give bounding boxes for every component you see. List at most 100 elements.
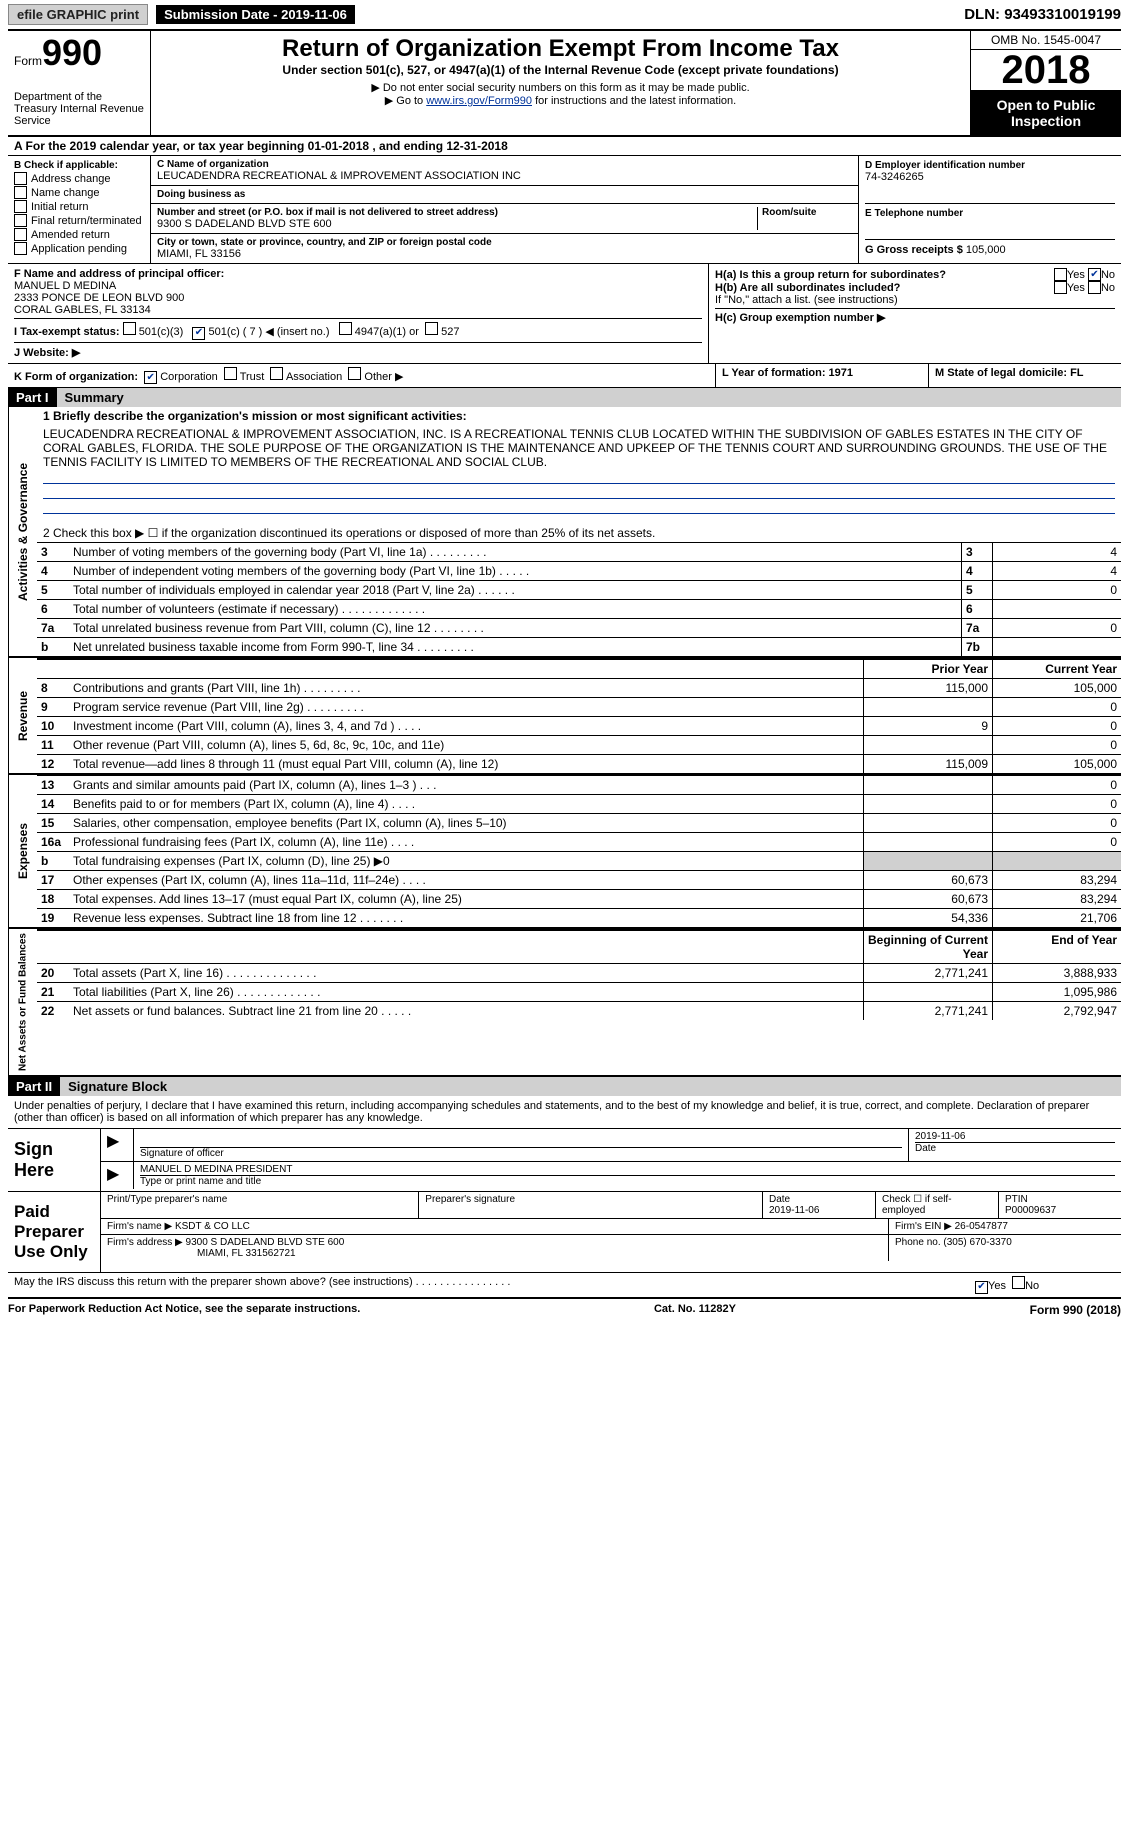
form-number: 990: [42, 32, 102, 73]
city-value: MIAMI, FL 33156: [157, 248, 852, 260]
checkbox-4947[interactable]: [339, 322, 352, 335]
checkbox-ha-no[interactable]: [1088, 268, 1101, 281]
perjury-text: Under penalties of perjury, I declare th…: [8, 1096, 1121, 1129]
checkbox-527[interactable]: [425, 322, 438, 335]
box-hc-label: H(c) Group exemption number ▶: [715, 312, 885, 324]
part-i-title: Summary: [57, 388, 1121, 407]
note-ssn: ▶ Do not enter social security numbers o…: [159, 81, 962, 94]
checkbox-ha-yes[interactable]: [1054, 268, 1067, 281]
line-a: A For the 2019 calendar year, or tax yea…: [8, 137, 1121, 156]
box-c-name-label: C Name of organization: [157, 159, 852, 170]
sig-officer-label: Signature of officer: [140, 1148, 902, 1159]
form-subtitle: Under section 501(c), 527, or 4947(a)(1)…: [159, 63, 962, 77]
preparer-date: Date 2019-11-06: [763, 1192, 876, 1218]
goto-suffix: for instructions and the latest informat…: [535, 95, 736, 107]
org-name: LEUCADENDRA RECREATIONAL & IMPROVEMENT A…: [157, 170, 852, 182]
officer-addr1: 2333 PONCE DE LEON BLVD 900: [14, 292, 184, 304]
box-f-label: F Name and address of principal officer:: [14, 268, 224, 280]
dept-treasury: Department of the Treasury Internal Reve…: [14, 91, 144, 127]
checkbox-corp[interactable]: [144, 371, 157, 384]
checkbox-other[interactable]: [348, 367, 361, 380]
box-ha-label: H(a) Is this a group return for subordin…: [715, 269, 946, 281]
checkbox-address-change[interactable]: [14, 172, 27, 185]
firm-ein-label: Firm's EIN ▶: [895, 1221, 952, 1232]
typed-name: MANUEL D MEDINA PRESIDENT: [140, 1164, 1115, 1176]
firm-name: KSDT & CO LLC: [175, 1221, 250, 1232]
submission-date: Submission Date - 2019-11-06: [156, 5, 355, 24]
box-j-website: J Website: ▶: [14, 347, 80, 359]
paid-preparer-label: Paid Preparer Use Only: [8, 1192, 100, 1272]
dln: DLN: 93493310019199: [964, 6, 1121, 23]
footer-left: For Paperwork Reduction Act Notice, see …: [8, 1303, 360, 1317]
checkbox-application-pending[interactable]: [14, 242, 27, 255]
firm-addr2: MIAMI, FL 331562721: [197, 1248, 296, 1259]
gross-value: 105,000: [966, 244, 1006, 256]
goto-prefix: ▶ Go to: [385, 95, 426, 107]
box-i-label: I Tax-exempt status:: [14, 326, 120, 338]
gross-label: G Gross receipts $: [865, 244, 963, 256]
checkbox-hb-no[interactable]: [1088, 281, 1101, 294]
firm-name-label: Firm's name ▶: [107, 1221, 172, 1232]
checkbox-amended-return[interactable]: [14, 228, 27, 241]
dba-label: Doing business as: [157, 189, 852, 200]
box-k-label: K Form of organization:: [14, 371, 138, 383]
open-to-public: Open to Public Inspection: [971, 91, 1121, 135]
form-title: Return of Organization Exempt From Incom…: [159, 35, 962, 63]
typed-label: Type or print name and title: [140, 1176, 1115, 1187]
print-preparer-label: Print/Type preparer's name: [107, 1194, 227, 1205]
firm-addr-label: Firm's address ▶: [107, 1237, 183, 1248]
q1-label: 1 Briefly describe the organization's mi…: [43, 409, 467, 423]
vert-expenses: Expenses: [8, 775, 37, 927]
box-l: L Year of formation: 1971: [722, 367, 853, 379]
checkbox-initial-return[interactable]: [14, 200, 27, 213]
governance-table: 3Number of voting members of the governi…: [37, 542, 1121, 656]
officer-addr2: CORAL GABLES, FL 33134: [14, 304, 151, 316]
footer-right: Form 990 (2018): [1030, 1303, 1121, 1317]
revenue-table: Prior YearCurrent Year8Contributions and…: [37, 658, 1121, 773]
addr-label: Number and street (or P.O. box if mail i…: [157, 207, 757, 218]
vert-netassets: Net Assets or Fund Balances: [8, 929, 37, 1075]
q2-text: 2 Check this box ▶ ☐ if the organization…: [37, 524, 1121, 542]
ein-value: 74-3246265: [865, 171, 1115, 183]
room-label: Room/suite: [762, 207, 852, 218]
part-ii-number: Part II: [8, 1077, 60, 1096]
ptin-label: PTIN: [1005, 1194, 1028, 1205]
irs-link[interactable]: www.irs.gov/Form990: [426, 95, 532, 107]
netassets-table: Beginning of Current YearEnd of Year20To…: [37, 929, 1121, 1020]
checkbox-name-change[interactable]: [14, 186, 27, 199]
checkbox-501c3[interactable]: [123, 322, 136, 335]
ein-label: D Employer identification number: [865, 160, 1115, 171]
part-i-number: Part I: [8, 388, 57, 407]
date-label: Date: [915, 1143, 1115, 1154]
checkbox-discuss-no[interactable]: [1012, 1276, 1025, 1289]
tax-year: 2018: [971, 50, 1121, 91]
phone-value: (305) 670-3370: [943, 1237, 1011, 1248]
city-label: City or town, state or province, country…: [157, 237, 852, 248]
sig-date: 2019-11-06: [915, 1131, 1115, 1143]
check-self-employed: Check ☐ if self-employed: [876, 1192, 999, 1218]
efile-button[interactable]: efile GRAPHIC print: [8, 4, 148, 25]
arrow-icon: ▶: [101, 1162, 134, 1189]
arrow-icon: ▶: [101, 1129, 134, 1161]
box-hb-label: H(b) Are all subordinates included?: [715, 282, 900, 294]
officer-name: MANUEL D MEDINA: [14, 280, 116, 292]
checkbox-final-return[interactable]: [14, 214, 27, 227]
checkbox-hb-yes[interactable]: [1054, 281, 1067, 294]
box-h-attach: If "No," attach a list. (see instruction…: [715, 294, 1115, 306]
checkbox-501c[interactable]: [192, 327, 205, 340]
sign-here-label: Sign Here: [8, 1129, 100, 1191]
phone-label: Phone no.: [895, 1237, 941, 1248]
form-word: Form: [14, 54, 42, 68]
checkbox-discuss-yes[interactable]: [975, 1281, 988, 1294]
footer-mid: Cat. No. 11282Y: [654, 1303, 736, 1317]
firm-addr1: 9300 S DADELAND BLVD STE 600: [186, 1237, 345, 1248]
box-m: M State of legal domicile: FL: [935, 367, 1084, 379]
ptin-value: P00009637: [1005, 1205, 1056, 1216]
checkbox-trust[interactable]: [224, 367, 237, 380]
addr-value: 9300 S DADELAND BLVD STE 600: [157, 218, 757, 230]
discuss-text: May the IRS discuss this return with the…: [8, 1273, 969, 1297]
checkbox-assoc[interactable]: [270, 367, 283, 380]
firm-ein: 26-0547877: [955, 1221, 1008, 1232]
vert-revenue: Revenue: [8, 658, 37, 773]
tel-label: E Telephone number: [865, 208, 1115, 219]
